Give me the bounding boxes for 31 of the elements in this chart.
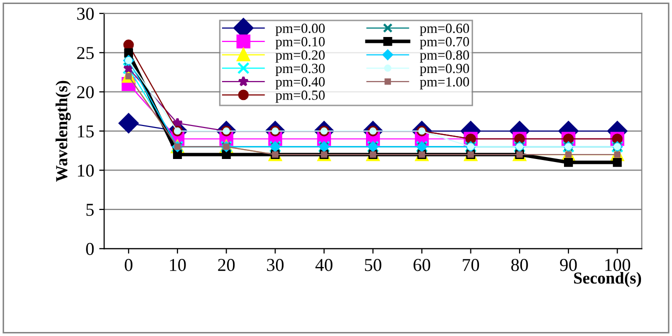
x-tick-label: 100 bbox=[605, 258, 630, 272]
legend-label: pm=0.00 bbox=[276, 24, 325, 36]
x-tick-label: 90 bbox=[560, 258, 577, 272]
y-tick-label: 25 bbox=[77, 46, 94, 60]
y-tick-label: 15 bbox=[78, 125, 94, 138]
legend-label: pm=0.30 bbox=[276, 64, 325, 76]
y-tick-label: 5 bbox=[86, 204, 94, 216]
y-tick-label: 0 bbox=[86, 242, 94, 256]
legend-label: pm=0.80 bbox=[420, 50, 470, 63]
y-tick-label: 10 bbox=[78, 164, 94, 177]
legend-label: pm=1.00 bbox=[420, 77, 470, 90]
y-axis-title: Wavelength(s) bbox=[56, 80, 71, 182]
legend-label: pm=0.10 bbox=[276, 37, 325, 50]
x-tick-label: 20 bbox=[218, 258, 235, 272]
x-tick-label: 0 bbox=[124, 258, 132, 272]
x-tick-label: 50 bbox=[364, 258, 382, 272]
x-tick-label: 30 bbox=[267, 258, 284, 272]
x-tick-label: 40 bbox=[315, 258, 332, 272]
x-axis-title: Second(s) bbox=[574, 272, 642, 288]
x-tick-label: 10 bbox=[170, 258, 186, 272]
y-tick-label: 30 bbox=[77, 8, 94, 20]
x-tick-label: 80 bbox=[511, 258, 528, 272]
legend-label: pm=0.20 bbox=[276, 50, 325, 63]
x-tick-label: 60 bbox=[414, 258, 430, 272]
legend-label: pm=0.50 bbox=[276, 90, 325, 103]
y-tick-label: 20 bbox=[77, 86, 94, 98]
legend-label: pm=0.70 bbox=[420, 37, 470, 50]
legend-label: pm=0.90 bbox=[420, 64, 470, 76]
legend-label: pm=0.40 bbox=[276, 77, 325, 90]
legend-label: pm=0.60 bbox=[420, 24, 470, 36]
x-tick-label: 70 bbox=[462, 258, 480, 272]
